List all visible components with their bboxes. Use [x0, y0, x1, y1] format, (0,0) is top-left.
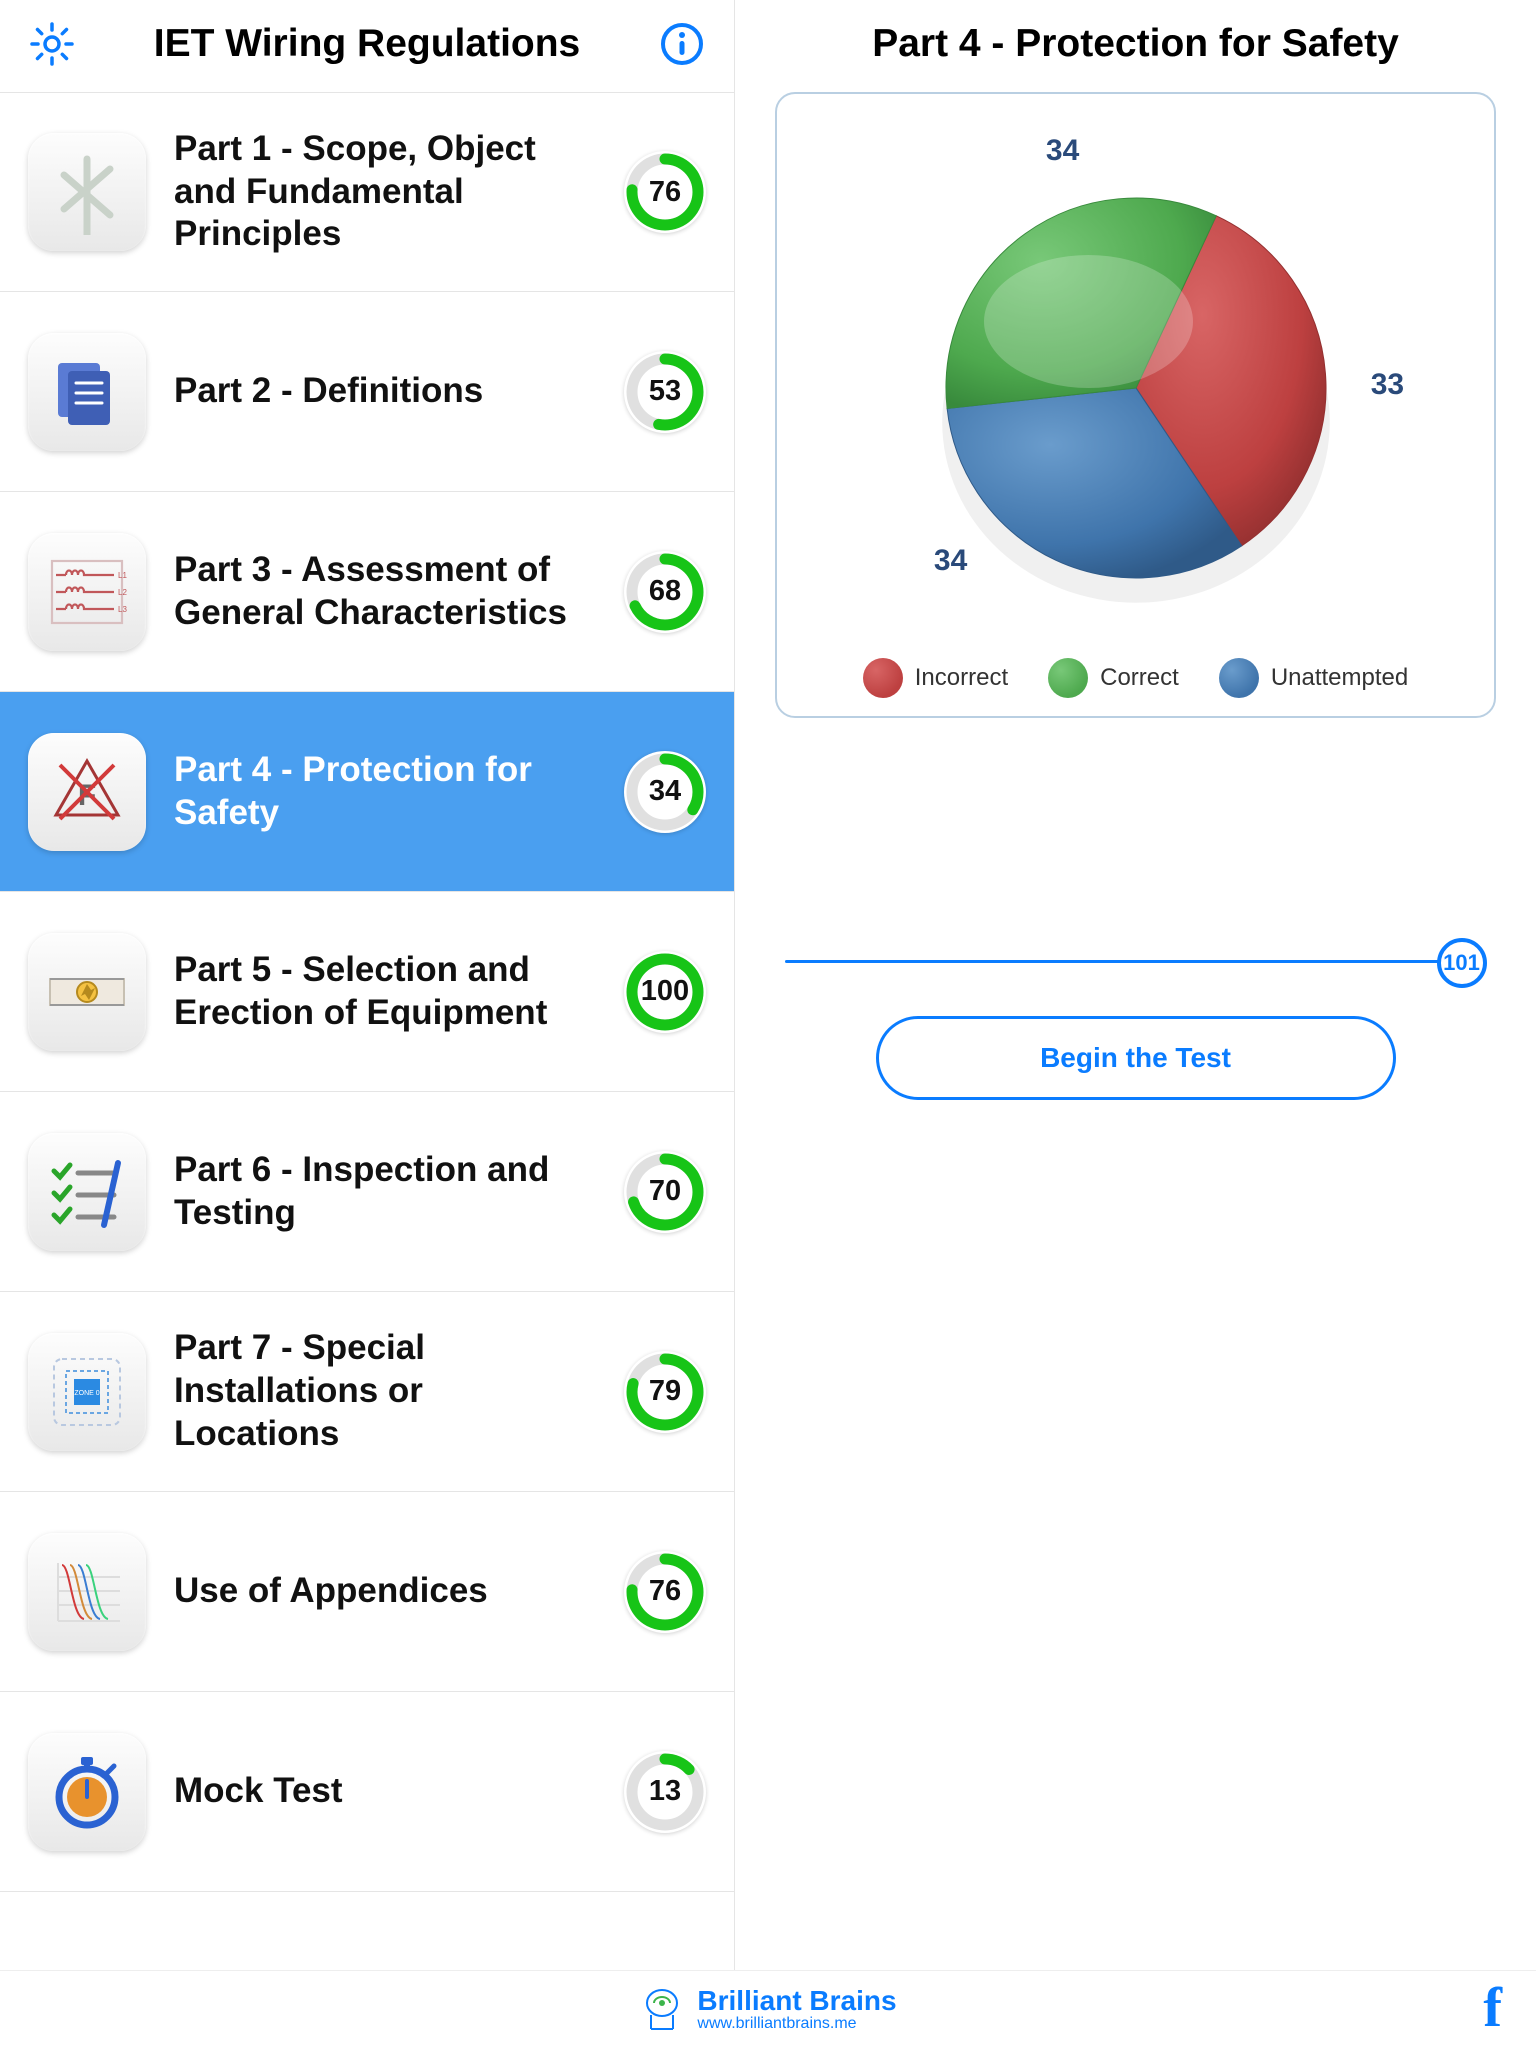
progress-ring: 100	[624, 951, 706, 1033]
progress-ring: 79	[624, 1351, 706, 1433]
item-title: Part 7 - Special Installations or Locati…	[174, 1327, 596, 1455]
legend-item-unattempted: Unattempted	[1219, 658, 1408, 698]
info-icon[interactable]	[658, 20, 706, 68]
list-item-part4[interactable]: F Part 4 - Protection for Safety 34	[0, 692, 734, 892]
svg-text:L2: L2	[118, 588, 127, 597]
list-item-part2[interactable]: Part 2 - Definitions 53	[0, 292, 734, 492]
legend-item-incorrect: Incorrect	[863, 658, 1008, 698]
progress-value: 68	[624, 551, 706, 633]
item-title: Use of Appendices	[174, 1570, 596, 1613]
list-item-part1[interactable]: Part 1 - Scope, Object and Fundamental P…	[0, 92, 734, 292]
pie-value-correct: 34	[934, 544, 967, 578]
stopwatch-icon	[28, 1733, 146, 1851]
legend-swatch-icon	[1048, 658, 1088, 698]
documents-icon	[28, 333, 146, 451]
settings-gear-icon[interactable]	[28, 20, 76, 68]
progress-value: 79	[624, 1351, 706, 1433]
list-item-appendices[interactable]: Use of Appendices 76	[0, 1492, 734, 1692]
legend-label: Incorrect	[915, 664, 1008, 692]
zone-icon: ZONE 0	[28, 1333, 146, 1451]
pie-value-unattempted: 33	[1371, 368, 1404, 402]
slider-track	[785, 960, 1486, 963]
legend-swatch-icon	[863, 658, 903, 698]
progress-value: 70	[624, 1151, 706, 1233]
item-title: Part 3 - Assessment of General Character…	[174, 549, 596, 634]
left-header: IET Wiring Regulations	[0, 0, 734, 92]
pie-chart: 34 33 34	[856, 118, 1416, 638]
svg-text:ZONE 0: ZONE 0	[74, 1390, 99, 1397]
list-item-part5[interactable]: Part 5 - Selection and Erection of Equip…	[0, 892, 734, 1092]
progress-value: 53	[624, 351, 706, 433]
item-title: Part 5 - Selection and Erection of Equip…	[174, 949, 596, 1034]
junction-icon	[28, 133, 146, 251]
svg-text:L1: L1	[118, 571, 127, 580]
item-title: Part 2 - Definitions	[174, 370, 596, 413]
begin-test-button[interactable]: Begin the Test	[876, 1016, 1396, 1100]
list-item-part6[interactable]: Part 6 - Inspection and Testing 70	[0, 1092, 734, 1292]
legend-swatch-icon	[1219, 658, 1259, 698]
parts-list: Part 1 - Scope, Object and Fundamental P…	[0, 92, 734, 1970]
progress-ring: 76	[624, 1551, 706, 1633]
cable-icon	[28, 933, 146, 1051]
footer: Brilliant Brains www.brilliantbrains.me …	[0, 1970, 1536, 2048]
results-chart-card: 34 33 34 Incorrect Correct Unattempted	[775, 92, 1496, 718]
item-title: Mock Test	[174, 1770, 596, 1813]
question-count-slider[interactable]: 101	[765, 938, 1506, 988]
progress-ring: 34	[624, 751, 706, 833]
legend-label: Correct	[1100, 664, 1179, 692]
detail-title: Part 4 - Protection for Safety	[765, 22, 1506, 66]
progress-ring: 13	[624, 1751, 706, 1833]
checklist-icon	[28, 1133, 146, 1251]
brand-url: www.brilliantbrains.me	[697, 2015, 896, 2033]
item-title: Part 1 - Scope, Object and Fundamental P…	[174, 128, 596, 256]
progress-value: 76	[624, 1551, 706, 1633]
slider-value: 101	[1443, 950, 1480, 976]
progress-value: 13	[624, 1751, 706, 1833]
noF-icon: F	[28, 733, 146, 851]
item-title: Part 4 - Protection for Safety	[174, 749, 596, 834]
brand-block[interactable]: Brilliant Brains www.brilliantbrains.me	[639, 1985, 896, 2035]
right-header: Part 4 - Protection for Safety	[765, 0, 1506, 92]
phases-icon: L1 L2 L3	[28, 533, 146, 651]
list-item-mock[interactable]: Mock Test 13	[0, 1692, 734, 1892]
chart-legend: Incorrect Correct Unattempted	[801, 658, 1470, 698]
progress-ring: 76	[624, 151, 706, 233]
brand-logo-icon	[639, 1985, 685, 2035]
progress-value: 76	[624, 151, 706, 233]
facebook-icon[interactable]: f	[1483, 1976, 1502, 2040]
app-title: IET Wiring Regulations	[154, 22, 581, 66]
slider-knob[interactable]: 101	[1437, 938, 1487, 988]
progress-ring: 70	[624, 1151, 706, 1233]
progress-value: 100	[624, 951, 706, 1033]
item-title: Part 6 - Inspection and Testing	[174, 1149, 596, 1234]
legend-label: Unattempted	[1271, 664, 1408, 692]
list-item-part7[interactable]: ZONE 0 Part 7 - Special Installations or …	[0, 1292, 734, 1492]
list-item-part3[interactable]: L1 L2 L3 Part 3 - Assessment of General Cha…	[0, 492, 734, 692]
legend-item-correct: Correct	[1048, 658, 1179, 698]
progress-value: 34	[624, 751, 706, 833]
brand-name: Brilliant Brains	[697, 1987, 896, 2015]
curves-icon	[28, 1533, 146, 1651]
pie-value-incorrect: 34	[1046, 134, 1079, 168]
progress-ring: 53	[624, 351, 706, 433]
begin-test-label: Begin the Test	[1040, 1042, 1231, 1074]
svg-text:L3: L3	[118, 605, 127, 614]
progress-ring: 68	[624, 551, 706, 633]
